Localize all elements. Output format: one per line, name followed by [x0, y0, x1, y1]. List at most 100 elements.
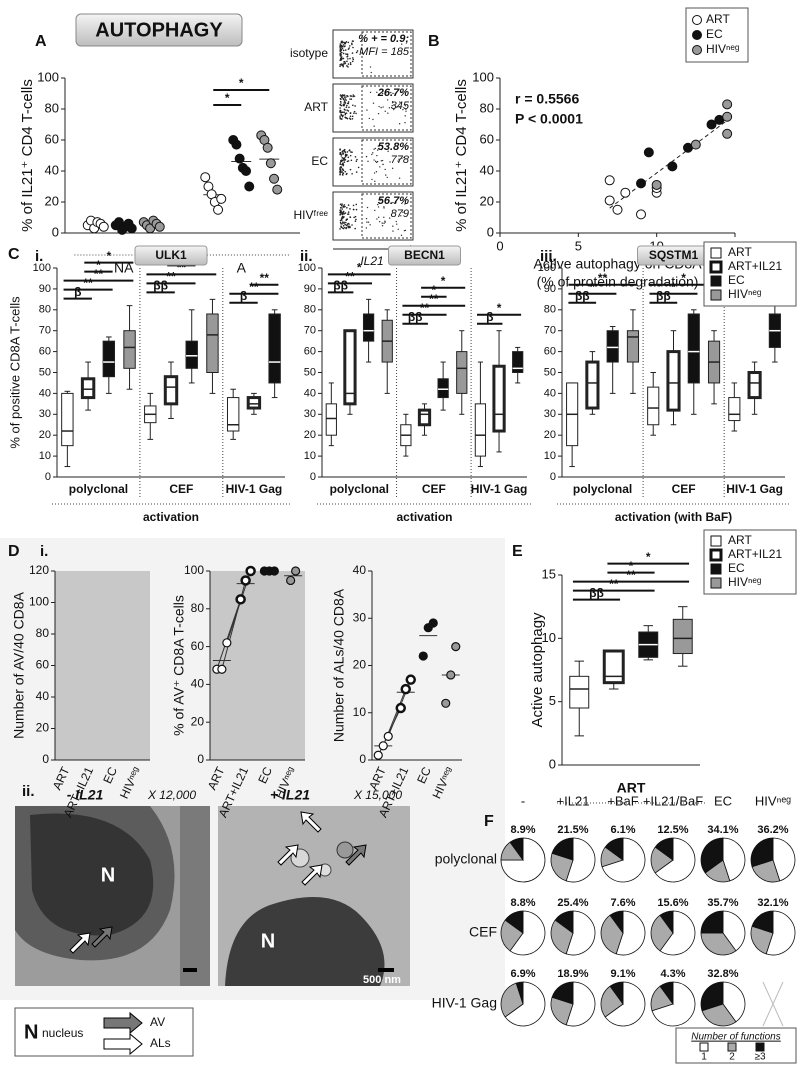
y-tick-label: 20: [353, 658, 367, 672]
pie-slice: [551, 981, 574, 1005]
flow-event: [342, 114, 344, 117]
y-axis-label: % of IL21⁺ CD4 T-cells: [453, 79, 470, 232]
flow-event: [347, 48, 350, 50]
flow-event: [383, 216, 385, 219]
y-tick-label: 40: [191, 677, 205, 691]
y-tick-label: 0: [45, 471, 51, 483]
y-tick-label: 80: [191, 601, 205, 615]
y-tick-label: 70: [304, 325, 316, 337]
y-tick-label: 20: [304, 429, 316, 441]
flow-event: [347, 63, 350, 65]
pie-slice: [654, 837, 696, 883]
legend-title: Number of functions: [691, 1032, 781, 1043]
y-tick-label: 90: [544, 283, 556, 295]
box: [163, 375, 179, 406]
flow-event: [352, 46, 354, 49]
panel-label: C: [8, 246, 20, 263]
data-point: [405, 674, 416, 685]
flow-event: [349, 168, 352, 171]
significance-label: *: [441, 274, 446, 288]
flow-event: [355, 112, 357, 115]
data-point: [200, 172, 211, 183]
flow-event: [376, 91, 378, 94]
data-point: [451, 641, 461, 652]
significance-label: *: [681, 271, 686, 285]
y-tick-label: 15: [542, 566, 556, 581]
flow-event: [344, 49, 347, 51]
box: [61, 392, 74, 447]
pie-slice: [600, 914, 624, 955]
flow-event: [386, 176, 388, 179]
flow-event: [343, 94, 345, 96]
subpanel-label: iii.: [540, 248, 557, 265]
flow-event: [367, 160, 369, 163]
pie-label: 32.1%: [757, 897, 788, 909]
flow-event: [404, 122, 406, 124]
data-point: [383, 731, 393, 741]
flow-event: [343, 104, 345, 107]
y-tick-label: 5: [549, 693, 556, 708]
flow-percent: 56.7%: [378, 195, 409, 207]
flow-event: [341, 159, 344, 162]
av-arrow: [345, 844, 367, 866]
y-tick-label: 0: [52, 224, 59, 239]
flow-event: [354, 156, 357, 158]
flow-event: [342, 210, 345, 213]
data-point: [620, 187, 631, 198]
flow-event: [384, 168, 386, 171]
pie-slice: [722, 837, 746, 882]
flow-event: [353, 110, 356, 113]
y-tick-label: 20: [39, 429, 51, 441]
y-tick-label: 100: [33, 262, 51, 274]
em-label: - IL21: [67, 787, 104, 803]
flow-event: [339, 117, 342, 120]
pie-slice: [565, 837, 596, 883]
flow-event: [381, 225, 384, 227]
pie-label: 8.9%: [510, 824, 535, 836]
box: [585, 360, 600, 410]
data-point: [154, 221, 165, 232]
flow-event: [404, 203, 406, 205]
y-tick-label: 80: [39, 304, 51, 316]
flow-event: [394, 93, 397, 95]
flow-event: [404, 105, 407, 107]
flow-event: [344, 150, 346, 153]
flow-event: [344, 98, 346, 100]
y-tick-label: 40: [353, 563, 367, 577]
significance-label: *: [96, 258, 101, 272]
flow-event: [347, 160, 350, 162]
data-point: [667, 161, 678, 172]
flow-event: [351, 40, 354, 42]
flow-event: [339, 65, 341, 68]
flow-event: [349, 98, 351, 100]
y-tick-label: 20: [36, 721, 50, 735]
flow-event: [405, 108, 407, 110]
flow-event: [345, 154, 348, 157]
flow-event: [379, 199, 382, 201]
flow-event: [372, 152, 374, 154]
flow-event: [352, 94, 355, 96]
flow-event: [352, 104, 354, 107]
pie-label: 8.8%: [510, 897, 535, 909]
flow-event: [383, 206, 385, 208]
flow-event: [347, 211, 350, 213]
flow-event: [344, 101, 346, 103]
data-point: [441, 698, 451, 708]
flow-event: [351, 224, 353, 226]
flow-event: [339, 55, 342, 57]
pie-label: 9.1%: [610, 968, 635, 980]
pie-slice: [750, 925, 774, 955]
data-point: [373, 750, 383, 760]
flow-event: [355, 218, 357, 221]
flow-event: [397, 160, 399, 162]
flow-event: [340, 226, 343, 229]
row-label: polyclonal: [435, 851, 497, 867]
flow-event: [339, 211, 342, 214]
flow-event: [381, 222, 383, 224]
flow-event: [345, 106, 348, 109]
chart-title: SQSTM1: [649, 248, 699, 262]
flow-event: [343, 61, 345, 63]
pie-label: 32.8%: [707, 968, 738, 980]
flow-event: [380, 148, 383, 151]
flow-event: [339, 94, 342, 96]
